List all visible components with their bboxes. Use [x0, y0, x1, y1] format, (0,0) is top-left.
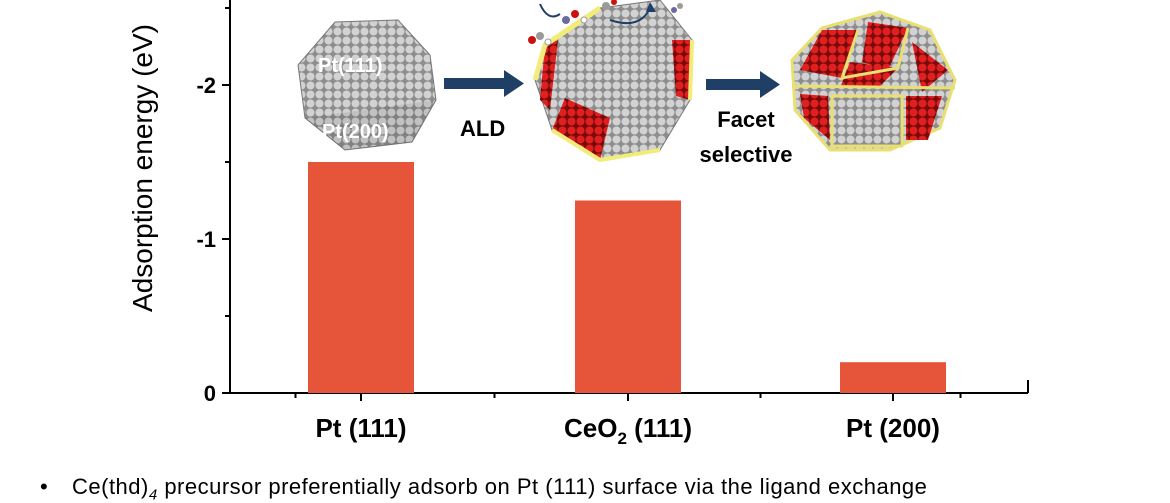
x-tick-label: Pt (111) [315, 413, 406, 443]
x-tick-label-main: Pt (200) [846, 413, 940, 443]
caption-text-before: Ce(thd) [72, 474, 149, 499]
facet-label: Facet [717, 107, 775, 132]
caption-subscript: 4 [148, 486, 158, 503]
bars [308, 162, 946, 393]
x-tick-label-rest: (111) [627, 413, 692, 443]
selective-label: selective [700, 142, 793, 167]
pt200-label: Pt(200) [322, 121, 389, 143]
coated-particle-image [790, 10, 957, 152]
arrow-facet-selective [706, 71, 780, 98]
bar-2 [575, 200, 681, 393]
precursor-molecules-icon [528, 0, 683, 46]
y-axis-label: Adsorption energy (eV) [127, 24, 158, 312]
x-tick-label-main: CeO [564, 413, 617, 443]
bar-1 [308, 162, 414, 393]
x-ticks [294, 393, 962, 401]
bullet-glyph: • [40, 474, 49, 499]
x-tick-label-main: Pt (111) [315, 413, 406, 443]
y-tick-label: 0 [204, 381, 216, 406]
y-tick-label: -2 [196, 73, 216, 98]
x-tick-label: CeO2 (111) [564, 413, 692, 448]
pt111-label: Pt(111) [318, 55, 382, 77]
x-tick-labels: Pt (111) CeO2 (111) Pt (200) [315, 413, 939, 448]
x-tick-label-subscript: 2 [617, 429, 626, 448]
caption-text-after: precursor preferentially adsorb on Pt (1… [157, 474, 928, 499]
ald-particle-image [528, 0, 694, 163]
y-ticks: 0 -1 -2 [196, 7, 230, 406]
bar-3 [840, 362, 946, 393]
pt-nanoparticle-image: Pt(111) Pt(200) [297, 19, 437, 151]
arrow-ald [444, 70, 524, 97]
caption-bullet-line: • Ce(thd)4 precursor preferentially adsor… [40, 474, 1160, 503]
x-tick-label: Pt (200) [846, 413, 940, 443]
ald-label: ALD [460, 116, 505, 141]
y-tick-label: -1 [196, 227, 216, 252]
ald-schematic: Pt(111) Pt(200) ALD [297, 0, 957, 167]
